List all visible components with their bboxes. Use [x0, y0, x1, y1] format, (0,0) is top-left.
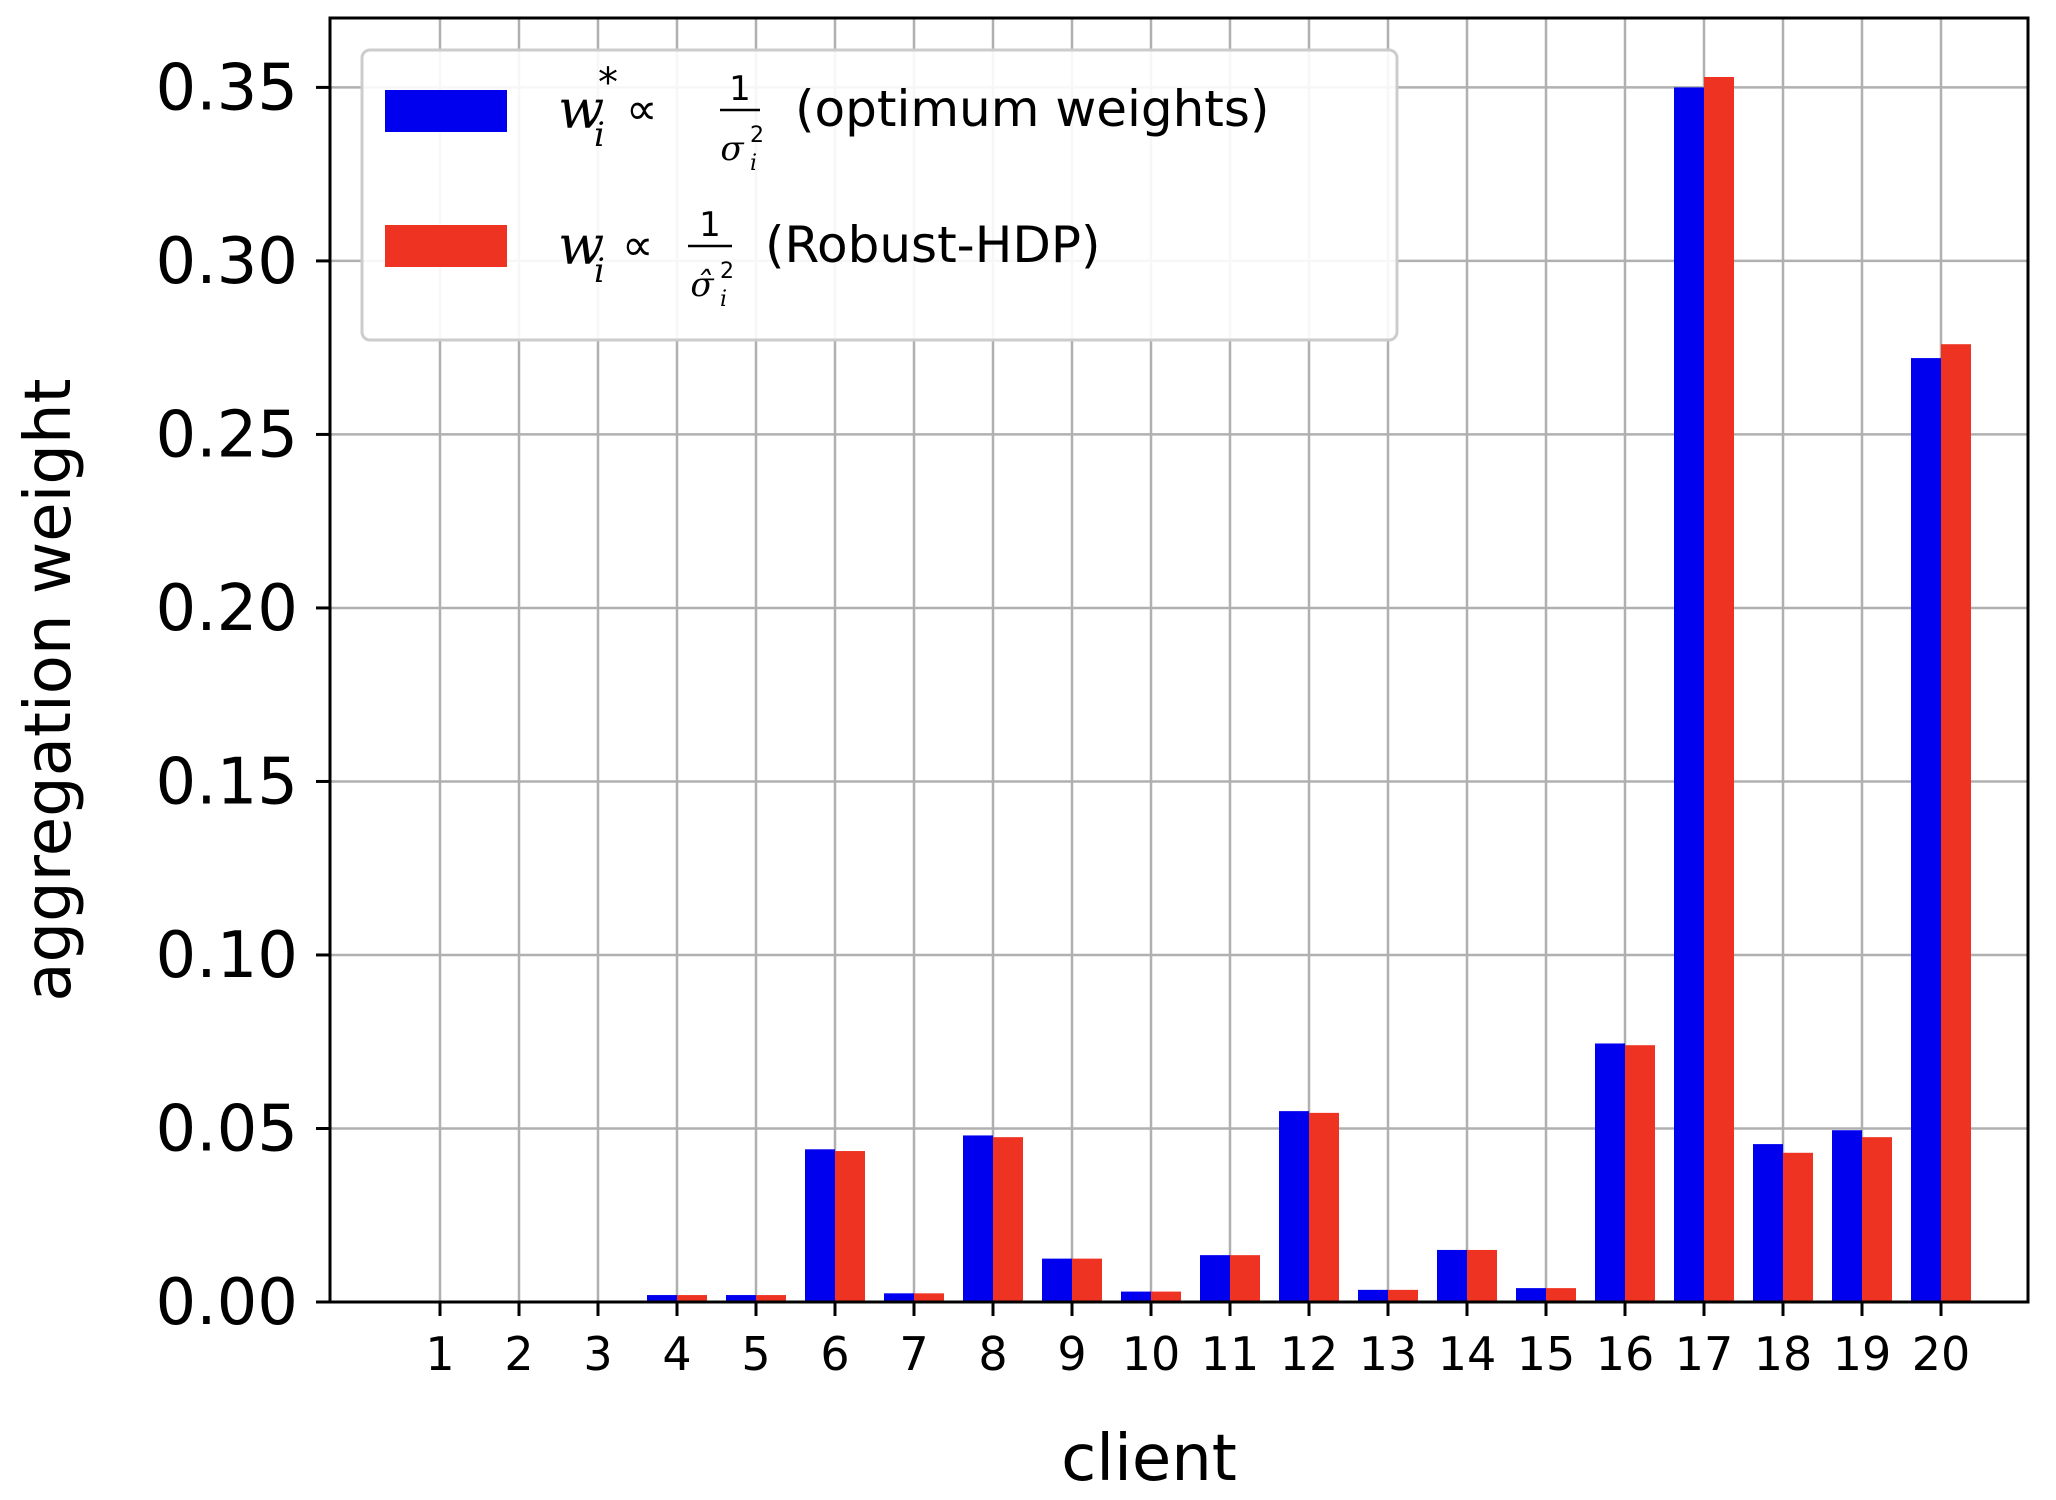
x-tick-label-7: 7	[899, 1327, 928, 1381]
svg-text:σ: σ	[720, 129, 744, 169]
bar-series-1-client-13	[1388, 1289, 1418, 1302]
x-tick-label-11: 11	[1201, 1327, 1260, 1381]
svg-text:2: 2	[750, 123, 764, 148]
bar-series-0-client-7	[884, 1293, 914, 1302]
svg-text:w: w	[558, 214, 604, 277]
svg-text:1: 1	[729, 69, 751, 109]
legend-label-robust-hdp: (Robust-HDP)	[765, 216, 1100, 274]
y-tick-label-6: 0.30	[156, 225, 299, 299]
svg-text:∝: ∝	[622, 220, 653, 271]
bar-series-1-client-15	[1546, 1288, 1576, 1302]
bar-series-0-client-16	[1595, 1043, 1625, 1302]
bar-series-0-client-6	[805, 1149, 835, 1302]
x-tick-label-15: 15	[1517, 1327, 1576, 1381]
svg-text:i: i	[594, 251, 605, 291]
legend-entry-optimum-formula: w i * ∝ 1 σ i 2	[558, 60, 764, 176]
bar-series-0-client-19	[1832, 1130, 1862, 1302]
legend: w i * ∝ 1 σ i 2 (optimum weights) w i ∝ …	[360, 48, 1399, 342]
bar-series-1-client-12	[1309, 1112, 1339, 1302]
x-axis-label: client	[1061, 1422, 1237, 1496]
svg-text:w: w	[558, 78, 604, 141]
bar-series-1-client-8	[993, 1137, 1023, 1302]
y-tick-label-7: 0.35	[156, 51, 299, 125]
bar-series-1-client-20	[1941, 344, 1971, 1302]
svg-text:σ̂: σ̂	[690, 265, 714, 305]
bar-series-0-client-10	[1121, 1291, 1151, 1302]
x-tick-label-4: 4	[662, 1327, 691, 1381]
x-tick-label-20: 20	[1912, 1327, 1971, 1381]
bar-series-0-client-13	[1358, 1289, 1388, 1302]
bar-series-0-client-18	[1753, 1144, 1783, 1302]
x-tick-label-9: 9	[1057, 1327, 1086, 1381]
legend-entry-robust-hdp-formula: w i ∝ 1 σ̂ i 2	[558, 205, 734, 312]
bar-series-1-client-17	[1704, 76, 1734, 1302]
bar-series-1-client-19	[1862, 1137, 1892, 1302]
bar-series-1-client-11	[1230, 1255, 1260, 1302]
x-tick-label-13: 13	[1359, 1327, 1418, 1381]
x-axis-ticks: 1 2 3 4 5 6 7 8 9 10 11 12 13 14 15 16 17 18 19 20	[425, 1302, 1970, 1381]
bar-series-1-client-4	[677, 1295, 707, 1302]
x-tick-label-5: 5	[741, 1327, 770, 1381]
bar-series-1-client-6	[835, 1151, 865, 1302]
legend-label-optimum: (optimum weights)	[795, 80, 1269, 138]
bar-series-1-client-16	[1625, 1045, 1655, 1302]
bar-series-1-client-9	[1072, 1258, 1102, 1302]
x-tick-label-17: 17	[1675, 1327, 1734, 1381]
bar-series-0-client-8	[963, 1135, 993, 1302]
svg-text:i: i	[594, 115, 605, 155]
svg-text:1: 1	[699, 205, 721, 245]
x-tick-label-1: 1	[425, 1327, 454, 1381]
y-axis-label: aggregation weight	[12, 378, 86, 1001]
bar-series-1-client-5	[756, 1295, 786, 1302]
svg-text:*: *	[598, 60, 618, 106]
plot-frame	[328, 16, 2030, 1304]
bar-series-0-client-4	[647, 1295, 677, 1302]
legend-swatch-optimum	[385, 90, 507, 132]
bar-series-0-client-9	[1042, 1258, 1072, 1302]
legend-box	[360, 48, 1399, 342]
svg-text:i: i	[720, 287, 727, 312]
y-tick-label-3: 0.15	[156, 745, 299, 819]
y-tick-label-0: 0.00	[156, 1266, 299, 1340]
x-tick-label-8: 8	[978, 1327, 1007, 1381]
y-tick-label-4: 0.20	[156, 572, 299, 646]
x-tick-label-10: 10	[1122, 1327, 1181, 1381]
bar-series-0-client-11	[1200, 1255, 1230, 1302]
x-tick-label-16: 16	[1596, 1327, 1655, 1381]
x-tick-label-3: 3	[583, 1327, 612, 1381]
svg-text:2: 2	[720, 259, 734, 284]
svg-text:∝: ∝	[626, 84, 657, 135]
bar-series-1-client-10	[1151, 1291, 1181, 1302]
y-tick-label-5: 0.25	[156, 398, 299, 472]
x-tick-label-6: 6	[820, 1327, 849, 1381]
bar-series-1-client-14	[1467, 1249, 1497, 1302]
bars	[647, 76, 1971, 1303]
x-tick-label-18: 18	[1754, 1327, 1813, 1381]
y-tick-label-2: 0.10	[156, 919, 299, 993]
svg-text:i: i	[750, 151, 757, 176]
x-tick-label-12: 12	[1280, 1327, 1339, 1381]
bar-series-1-client-7	[914, 1293, 944, 1302]
bar-series-0-client-5	[726, 1295, 756, 1302]
y-axis-ticks: 0.00 0.05 0.10 0.15 0.20 0.25 0.30 0.35	[156, 51, 330, 1340]
x-tick-label-2: 2	[504, 1327, 533, 1381]
bar-series-0-client-12	[1279, 1111, 1309, 1302]
bar-series-0-client-17	[1674, 87, 1704, 1303]
bar-series-0-client-14	[1437, 1249, 1467, 1302]
x-tick-label-14: 14	[1438, 1327, 1497, 1381]
bar-series-1-client-18	[1783, 1152, 1813, 1302]
y-tick-label-1: 0.05	[156, 1092, 299, 1166]
bar-series-0-client-20	[1911, 358, 1941, 1302]
legend-swatch-robust-hdp	[385, 225, 507, 267]
bar-series-0-client-15	[1516, 1288, 1546, 1302]
x-tick-label-19: 19	[1833, 1327, 1892, 1381]
